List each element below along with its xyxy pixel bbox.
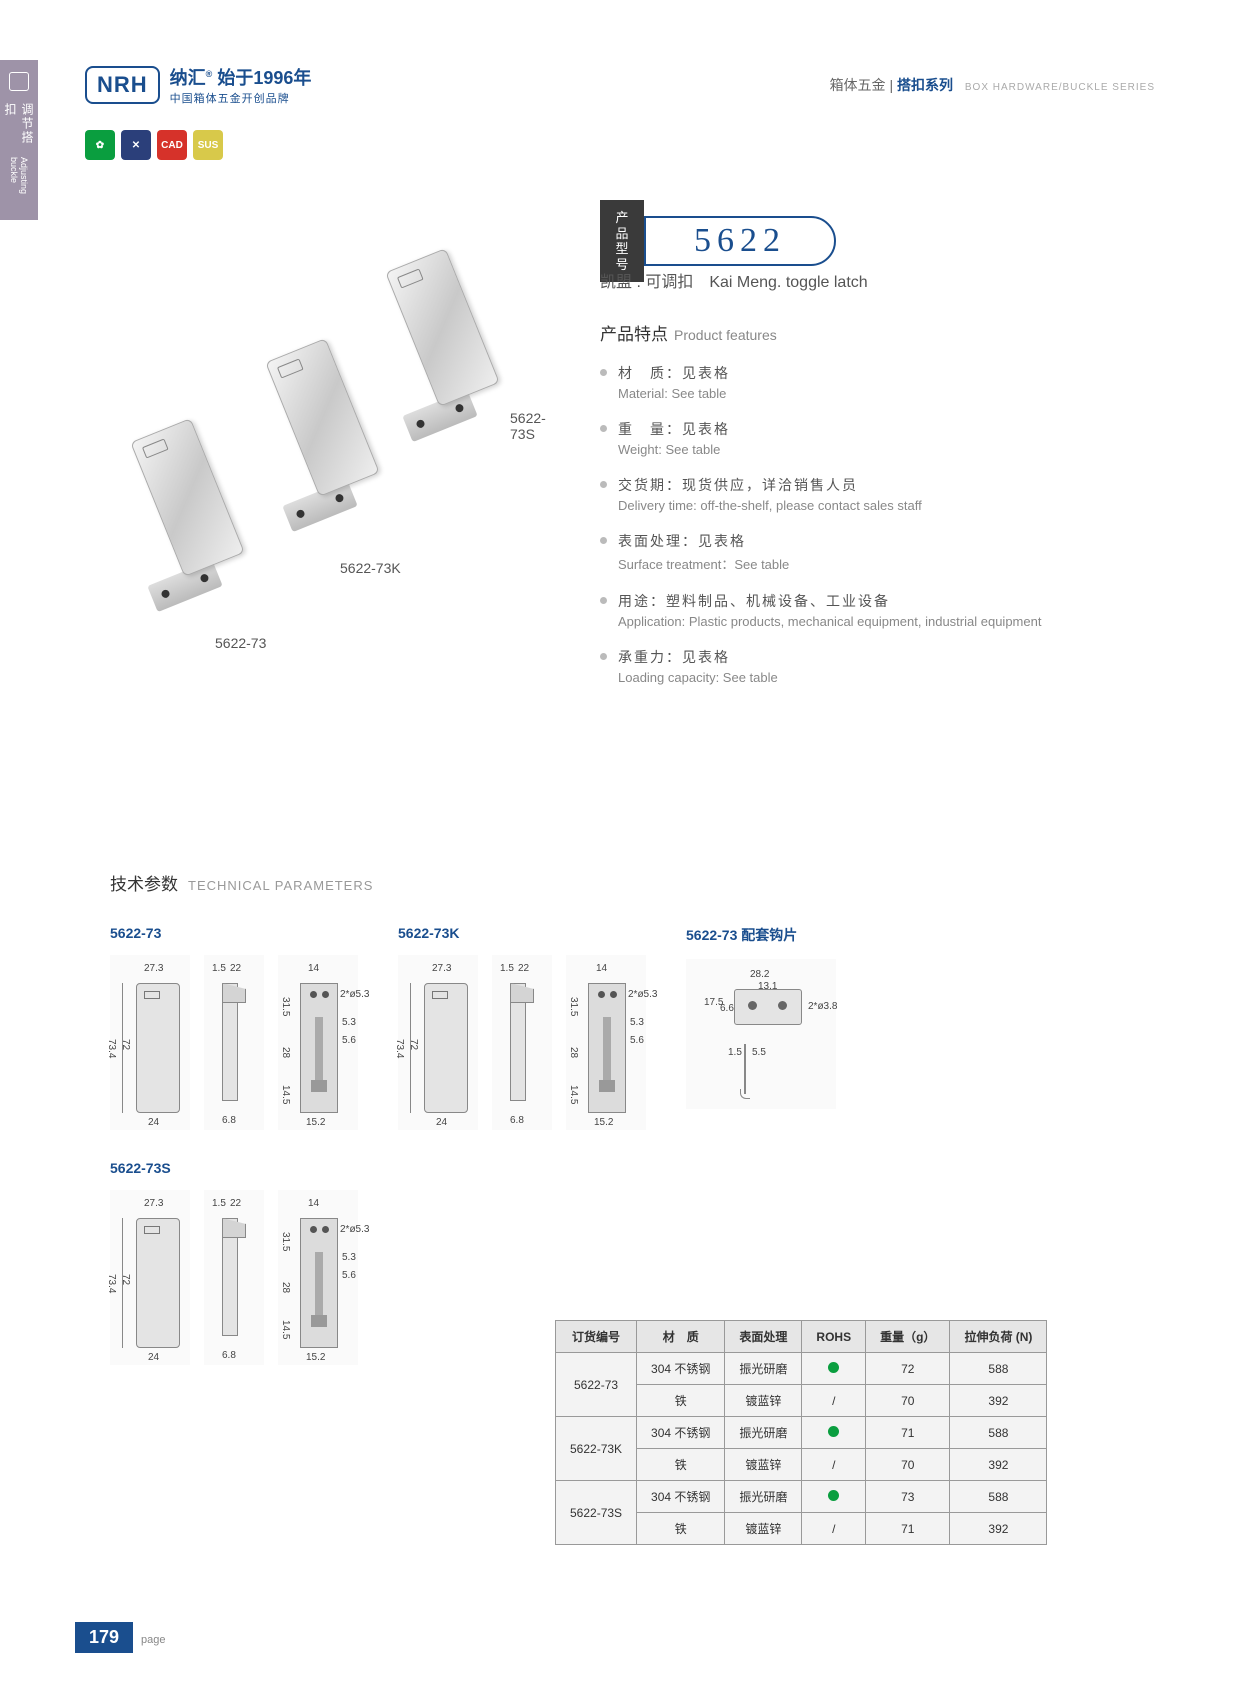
table-cell (802, 1353, 866, 1385)
table-header: ROHS (802, 1321, 866, 1353)
feature-item: 重 量：见表格Weight: See table (600, 419, 1130, 457)
page-number: 179 page (75, 1622, 166, 1653)
table-cell: 镀蓝锌 (725, 1385, 802, 1417)
table-cell (802, 1481, 866, 1513)
table-cell: / (802, 1513, 866, 1545)
technical-drawing: 5622-73 27.3 73.4 72 24 1.5 22 6.8 14 2*… (110, 925, 358, 1130)
table-cell: 70 (866, 1385, 950, 1417)
technical-drawing: 5622-73S 27.3 73.4 72 24 1.5 22 6.8 14 2… (110, 1160, 358, 1365)
table-header: 拉伸负荷 (N) (950, 1321, 1047, 1353)
table-cell: 304 不锈钢 (637, 1481, 725, 1513)
table-cell: 镀蓝锌 (725, 1513, 802, 1545)
table-cell: 588 (950, 1353, 1047, 1385)
product-render (155, 425, 295, 625)
logo-mark: NRH (85, 66, 160, 104)
feature-item: 材 质：见表格Material: See table (600, 363, 1130, 401)
table-cell: 镀蓝锌 (725, 1449, 802, 1481)
table-cell: 392 (950, 1385, 1047, 1417)
table-cell: 392 (950, 1449, 1047, 1481)
model-number: 5622 (644, 216, 836, 266)
table-cell: 铁 (637, 1449, 725, 1481)
table-cell: 73 (866, 1481, 950, 1513)
feature-item: 交货期：现货供应，详洽销售人员Delivery time: off-the-sh… (600, 475, 1130, 513)
table-header: 重量（g） (866, 1321, 950, 1353)
badge: CAD (157, 130, 187, 160)
table-cell: 588 (950, 1481, 1047, 1513)
product-label: 5622-73K (340, 560, 401, 576)
table-cell: 72 (866, 1353, 950, 1385)
table-cell: 振光研磨 (725, 1481, 802, 1513)
product-subtitle: 凯盟 . 可调扣 Kai Meng. toggle latch (600, 268, 868, 292)
spec-table: 订货编号材 质表面处理ROHS重量（g）拉伸负荷 (N)5622-73304 不… (555, 1320, 1047, 1545)
page-header: NRH 纳汇® 始于1996年 中国箱体五金开创品牌 箱体五金 | 搭扣系列 B… (85, 55, 1155, 115)
header-category: 箱体五金 | 搭扣系列 BOX HARDWARE/BUCKLE SERIES (830, 75, 1155, 95)
table-header: 表面处理 (725, 1321, 802, 1353)
table-cell (802, 1417, 866, 1449)
product-features: 产品特点Product features 材 质：见表格Material: Se… (600, 320, 1130, 703)
table-cell: 588 (950, 1417, 1047, 1449)
product-label: 5622-73 (215, 635, 266, 651)
table-header: 订货编号 (556, 1321, 637, 1353)
table-cell: 392 (950, 1513, 1047, 1545)
table-cell: / (802, 1449, 866, 1481)
product-label: 5622-73S (510, 410, 546, 442)
feature-item: 承重力：见表格Loading capacity: See table (600, 647, 1130, 685)
product-image-area: 5622-735622-73K5622-73S (115, 195, 545, 625)
feature-item: 用途：塑料制品、机械设备、工业设备Application: Plastic pr… (600, 591, 1130, 629)
table-cell: 振光研磨 (725, 1353, 802, 1385)
table-cell: 5622-73S (556, 1481, 637, 1545)
product-render (290, 345, 430, 545)
feature-item: 表面处理：见表格Surface treatment：See table (600, 531, 1130, 573)
table-cell: 5622-73 (556, 1353, 637, 1417)
table-cell: 304 不锈钢 (637, 1353, 725, 1385)
badge: ✕ (121, 130, 151, 160)
table-cell: 5622-73K (556, 1417, 637, 1481)
sidebar-icon (9, 72, 29, 91)
features-title: 产品特点Product features (600, 320, 1130, 345)
table-cell: 71 (866, 1513, 950, 1545)
technical-drawing: 5622-73 配套钩片 28.2 13.1 17.5 6.6 2*ø3.8 1… (686, 925, 836, 1130)
logo: NRH 纳汇® 始于1996年 中国箱体五金开创品牌 (85, 64, 311, 106)
sidebar-tab: 调节搭扣 Adjusting buckle (0, 60, 38, 220)
sidebar-label-cn: 调节搭扣 (2, 103, 36, 157)
technical-parameters: 技术参数TECHNICAL PARAMETERS 5622-73 27.3 73… (110, 870, 1155, 1395)
table-cell: 铁 (637, 1385, 725, 1417)
badge: SUS (193, 130, 223, 160)
table-cell: / (802, 1385, 866, 1417)
feature-badges: ✿✕CADSUS (85, 130, 223, 160)
table-cell: 71 (866, 1417, 950, 1449)
table-cell: 铁 (637, 1513, 725, 1545)
table-cell: 70 (866, 1449, 950, 1481)
sidebar-label-en: Adjusting buckle (9, 157, 29, 220)
technical-drawing: 5622-73K 27.3 73.4 72 24 1.5 22 6.8 14 2… (398, 925, 646, 1130)
table-header: 材 质 (637, 1321, 725, 1353)
badge: ✿ (85, 130, 115, 160)
table-cell: 304 不锈钢 (637, 1417, 725, 1449)
tech-title: 技术参数TECHNICAL PARAMETERS (110, 870, 1155, 895)
table-cell: 振光研磨 (725, 1417, 802, 1449)
